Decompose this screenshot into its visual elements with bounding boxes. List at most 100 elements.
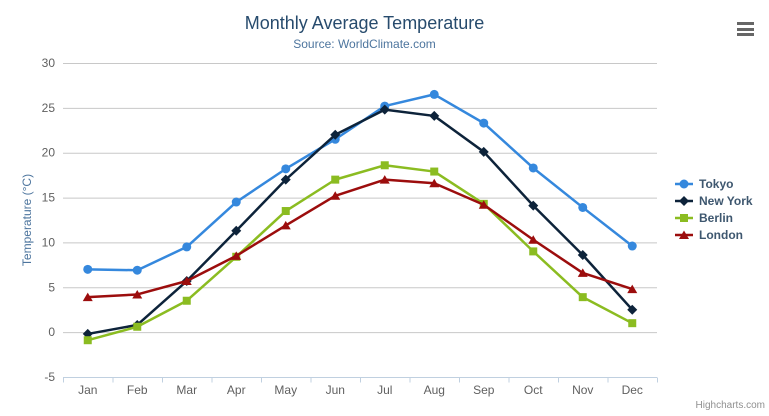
x-axis-labels: Jan Feb Mar Apr May Jun Jul Aug Sep Oct Nov Dec [78, 383, 643, 397]
x-tick-label: Sep [473, 383, 495, 397]
series-line-new-york [86, 108, 634, 336]
data-point-london[interactable] [627, 284, 638, 294]
data-point-new-york[interactable] [231, 225, 242, 236]
legend-item-tokyo[interactable]: Tokyo [674, 175, 753, 192]
series-london [82, 175, 638, 302]
data-point-tokyo[interactable] [231, 197, 241, 207]
data-point-london[interactable] [181, 276, 192, 286]
x-tick-label: Apr [227, 383, 246, 397]
data-point-berlin[interactable] [133, 322, 142, 331]
legend-item-berlin[interactable]: Berlin [674, 209, 753, 226]
diamond-marker-icon [675, 195, 693, 206]
legend-label-new-york: New York [699, 193, 753, 208]
data-point-london[interactable] [82, 292, 93, 302]
triangle-marker-icon [675, 230, 693, 239]
y-axis-title: Temperature (°C) [20, 174, 34, 266]
y-tick-label: 20 [42, 146, 56, 160]
y-tick-label: 10 [42, 235, 56, 249]
data-point-new-york[interactable] [330, 129, 341, 140]
data-point-london[interactable] [478, 200, 489, 209]
legend-label-london: London [699, 227, 743, 242]
legend-marker-new-york [674, 195, 694, 207]
data-point-tokyo[interactable] [182, 242, 192, 252]
x-tick-label: Jan [78, 383, 97, 397]
data-point-london[interactable] [231, 251, 242, 260]
data-point-berlin[interactable] [430, 167, 439, 176]
square-marker-icon [675, 213, 693, 222]
data-point-new-york[interactable] [627, 304, 638, 315]
y-tick-label: 30 [42, 56, 56, 70]
data-point-london[interactable] [280, 220, 291, 230]
data-point-london[interactable] [132, 289, 143, 299]
data-point-london[interactable] [330, 191, 341, 200]
series-tokyo [83, 89, 637, 275]
x-tick-label: Nov [572, 383, 593, 397]
data-point-new-york[interactable] [478, 146, 489, 157]
data-point-berlin[interactable] [281, 207, 290, 216]
series-new-york [82, 104, 638, 339]
data-point-tokyo[interactable] [132, 265, 142, 275]
legend: Tokyo New York Berlin London [674, 175, 753, 243]
data-point-new-york[interactable] [577, 249, 588, 260]
series-line-london [86, 178, 634, 299]
x-tick-label: Mar [176, 383, 197, 397]
export-menu-button[interactable] [737, 22, 754, 36]
x-tick-label: Oct [524, 383, 543, 397]
data-point-london[interactable] [429, 178, 440, 188]
chart-subtitle: Source: WorldClimate.com [293, 37, 436, 51]
series-line-berlin [86, 164, 634, 342]
highcharts-credits-link[interactable]: Highcharts.com [695, 400, 765, 411]
legend-marker-tokyo [674, 178, 694, 190]
x-tick-label: Feb [127, 383, 148, 397]
data-point-berlin[interactable] [331, 175, 340, 184]
legend-item-new-york[interactable]: New York [674, 192, 753, 209]
legend-marker-london [674, 229, 694, 241]
series-line-tokyo [86, 93, 634, 272]
y-tick-label: 25 [42, 101, 56, 115]
y-axis-labels: -5 0 5 10 15 20 25 30 [42, 56, 56, 384]
x-tick-label: Jul [377, 383, 392, 397]
legend-marker-berlin [674, 212, 694, 224]
hamburger-icon-bar [737, 22, 754, 25]
data-point-berlin[interactable] [83, 336, 92, 345]
data-point-tokyo[interactable] [83, 264, 93, 274]
chart-title: Monthly Average Temperature [244, 13, 485, 33]
x-axis [63, 377, 658, 383]
data-point-new-york[interactable] [379, 104, 390, 115]
data-point-tokyo[interactable] [429, 89, 439, 99]
legend-item-london[interactable]: London [674, 226, 753, 243]
data-point-new-york[interactable] [528, 200, 539, 211]
hamburger-icon-bar [737, 27, 754, 31]
y-tick-label: 15 [42, 191, 56, 205]
data-point-tokyo[interactable] [528, 163, 538, 173]
data-point-london[interactable] [528, 235, 539, 244]
data-point-london[interactable] [379, 175, 390, 184]
data-point-new-york[interactable] [429, 110, 440, 121]
data-point-new-york[interactable] [280, 174, 291, 185]
data-point-london[interactable] [577, 268, 588, 277]
hamburger-icon-bar [737, 33, 754, 36]
x-tick-label: Dec [622, 383, 643, 397]
data-point-berlin[interactable] [529, 247, 538, 256]
gridlines [63, 63, 657, 378]
data-point-tokyo[interactable] [627, 241, 637, 251]
y-tick-label: 0 [48, 325, 55, 339]
legend-label-berlin: Berlin [699, 210, 734, 225]
series-berlin [83, 161, 637, 345]
x-tick-label: May [274, 383, 297, 397]
data-point-tokyo[interactable] [578, 202, 588, 212]
data-point-tokyo[interactable] [281, 164, 291, 174]
data-point-berlin[interactable] [380, 161, 389, 170]
legend-label-tokyo: Tokyo [699, 176, 734, 191]
x-tick-label: Jun [326, 383, 345, 397]
y-tick-label: 5 [48, 280, 55, 294]
data-point-berlin[interactable] [628, 319, 637, 328]
y-tick-label: -5 [44, 370, 55, 384]
circle-marker-icon [675, 179, 693, 188]
data-point-tokyo[interactable] [479, 118, 489, 128]
data-point-berlin[interactable] [578, 293, 587, 302]
data-point-berlin[interactable] [182, 296, 191, 305]
x-tick-label: Aug [424, 383, 445, 397]
